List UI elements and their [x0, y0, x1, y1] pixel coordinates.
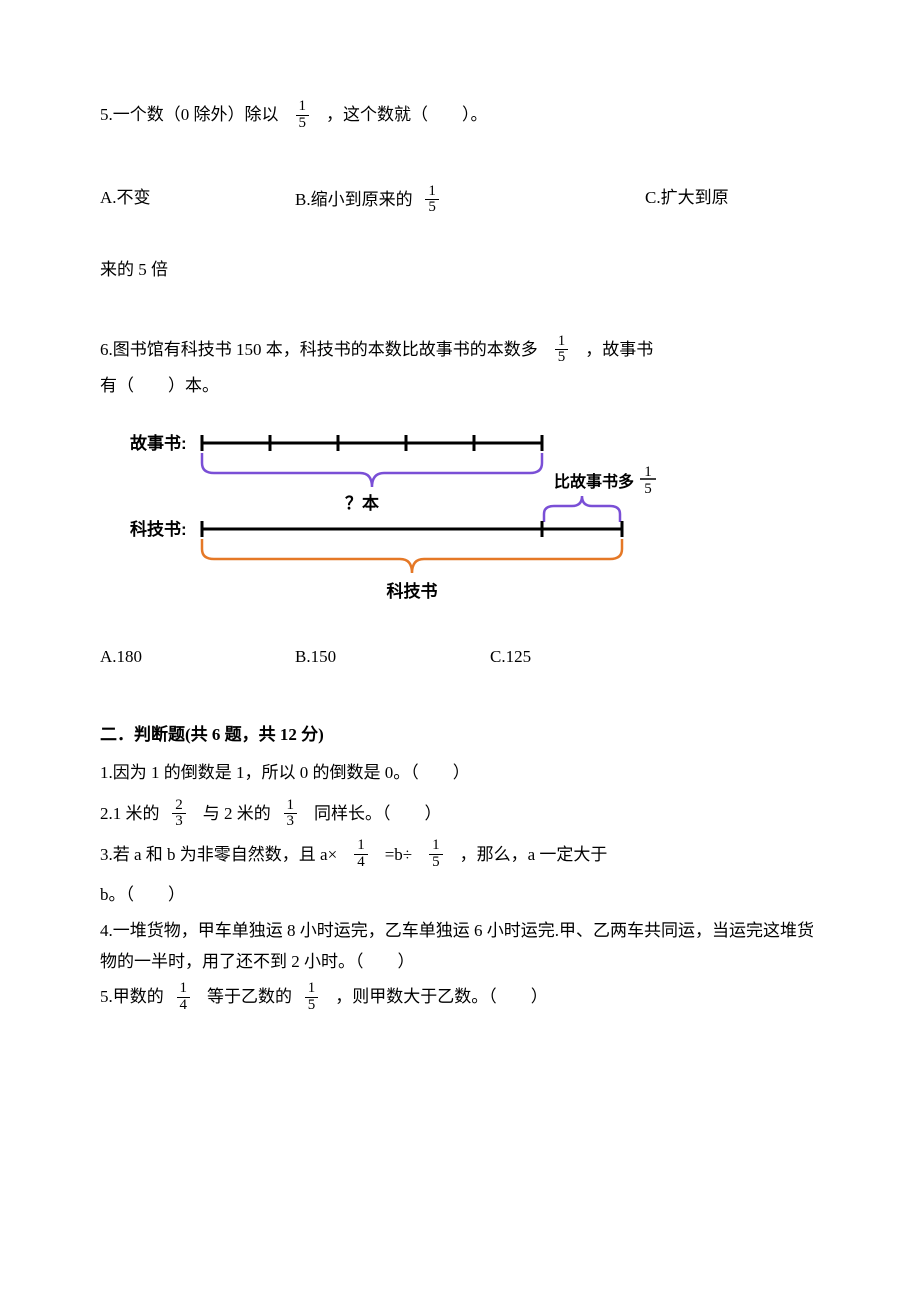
tf-5: 5.甲数的 1 4 等于乙数的 1 5 ，则甲数大于乙数。（ ） — [100, 977, 820, 1018]
q6-diagram-svg: 故事书: ？本 比故事书多 1 — [130, 427, 690, 617]
tf-4: 4.一堆货物，甲车单独运 8 小时运完，乙车单独运 6 小时运完.甲、乙两车共同… — [100, 916, 820, 977]
tf3-frac1: 1 4 — [354, 838, 368, 871]
q5-cont: 来的 5 倍 — [100, 257, 820, 283]
tf-2: 2.1 米的 2 3 与 2 米的 1 3 同样长。（ ） — [100, 794, 820, 835]
q6-text-a: 6.图书馆有科技书 150 本，科技书的本数比故事书的本数多 — [100, 340, 538, 359]
q6-opt-a: A.180 — [100, 644, 295, 670]
q5-opt-b-frac: 1 5 — [425, 184, 439, 217]
q6-options: A.180 B.150 C.125 — [100, 644, 820, 670]
svg-text:5: 5 — [644, 481, 652, 497]
q5-opt-c: C.扩大到原 — [645, 185, 729, 218]
tech-brace — [202, 539, 622, 573]
q5-text-b: ，这个数就（ ）。 — [326, 105, 488, 124]
tf2-frac1: 2 3 — [172, 798, 186, 831]
document-page: 5.一个数（0 除外）除以 1 5 ，这个数就（ ）。 A.不变 B.缩小到原来… — [0, 0, 920, 1058]
q6-opt-c: C.125 — [490, 644, 531, 670]
q6-text-b: ，故事书 — [585, 340, 653, 359]
tf-3-line1: 3.若 a 和 b 为非零自然数，且 a× 1 4 =b÷ 1 5 ，那么，a … — [100, 835, 820, 876]
tf-3-line2: b。（ ） — [100, 875, 820, 916]
q5-opt-a: A.不变 — [100, 185, 295, 218]
tf3-frac2: 1 5 — [429, 838, 443, 871]
q5-options: A.不变 B.缩小到原来的 1 5 C.扩大到原 — [100, 185, 820, 218]
q5-text-a: 5.一个数（0 除外）除以 — [100, 105, 279, 124]
tf-1: 1.因为 1 的倒数是 1，所以 0 的倒数是 0。（ ） — [100, 753, 820, 794]
tech-bar — [202, 521, 622, 537]
q5-frac: 1 5 — [296, 99, 310, 132]
q6-stem-line1: 6.图书馆有科技书 150 本，科技书的本数比故事书的本数多 1 5 ，故事书 — [100, 335, 820, 368]
q6-frac: 1 5 — [555, 334, 569, 367]
q5-opt-b: B.缩小到原来的 1 5 — [295, 185, 645, 218]
tf2-frac2: 1 3 — [284, 798, 298, 831]
q6-opt-b: B.150 — [295, 644, 490, 670]
story-label: 故事书: — [130, 433, 187, 453]
section2-heading: 二．判断题(共 6 题，共 12 分) — [100, 722, 820, 748]
q-label: ？本 — [345, 493, 379, 513]
q6-diagram: 故事书: ？本 比故事书多 1 — [130, 427, 820, 625]
tf5-frac2: 1 5 — [305, 981, 319, 1014]
svg-text:1: 1 — [644, 464, 652, 480]
story-brace — [202, 453, 542, 487]
tf5-frac1: 1 4 — [177, 981, 191, 1014]
tech-label: 科技书: — [130, 519, 187, 539]
svg-text:比故事书多: 比故事书多 — [554, 472, 634, 491]
tech-brace-label: 科技书 — [387, 581, 438, 601]
extra-brace — [544, 496, 620, 522]
q5-stem: 5.一个数（0 除外）除以 1 5 ，这个数就（ ）。 — [100, 100, 820, 133]
story-bar — [202, 435, 542, 451]
q6-stem-line2: 有（ ）本。 — [100, 373, 820, 399]
more-label: 比故事书多 1 5 — [554, 464, 656, 497]
